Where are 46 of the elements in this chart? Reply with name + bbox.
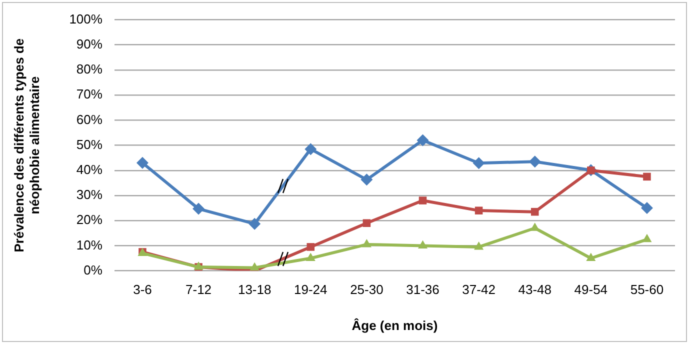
- point: [362, 238, 372, 248]
- x-tick-label: 43-48: [518, 282, 552, 298]
- y-tick-label: 100%: [69, 11, 103, 26]
- y-tick-label: 40%: [76, 162, 103, 177]
- y-axis-title: Prévalence des différents types de néophobie alimentaire: [11, 38, 42, 252]
- point: [418, 196, 427, 204]
- x-tick-label: 31-36: [406, 282, 440, 298]
- point: [306, 243, 315, 251]
- x-tick-label: 37-42: [462, 282, 496, 298]
- point: [418, 240, 428, 248]
- point: [474, 241, 484, 250]
- y-tick-label: 90%: [76, 36, 103, 52]
- x-tick-label: 13-18: [238, 282, 272, 298]
- point: [530, 222, 540, 231]
- point: [472, 157, 485, 170]
- point: [528, 156, 541, 168]
- x-tick-label: 7-12: [186, 282, 212, 298]
- y-tick-label: 30%: [76, 187, 103, 202]
- point: [642, 234, 652, 242]
- point: [586, 252, 596, 261]
- x-tick-label: 49-54: [574, 282, 608, 298]
- point: [136, 156, 148, 169]
- y-tick-label: 10%: [76, 237, 103, 252]
- y-tick-label: 60%: [76, 112, 103, 127]
- point: [474, 206, 483, 214]
- x-tick-label: 55-60: [630, 282, 664, 298]
- y-tick-label: 20%: [76, 212, 103, 228]
- x-axis-title: Âge (en mois): [352, 318, 438, 333]
- point: [250, 262, 260, 271]
- y-tick-label: 80%: [76, 62, 103, 77]
- point: [248, 218, 261, 230]
- y-tick-label: 70%: [76, 86, 103, 102]
- point: [643, 172, 651, 181]
- point: [640, 202, 653, 214]
- y-tick-label: 0%: [84, 262, 103, 278]
- point: [306, 252, 316, 261]
- x-tick-label: 19-24: [294, 282, 328, 298]
- point: [362, 219, 371, 227]
- x-tick-label: 3-6: [133, 282, 152, 298]
- point: [530, 208, 539, 216]
- point: [416, 134, 429, 146]
- point: [192, 202, 205, 215]
- y-tick-label: 50%: [76, 136, 103, 152]
- point: [304, 143, 317, 156]
- point: [360, 174, 373, 186]
- x-tick-label: 25-30: [350, 282, 384, 298]
